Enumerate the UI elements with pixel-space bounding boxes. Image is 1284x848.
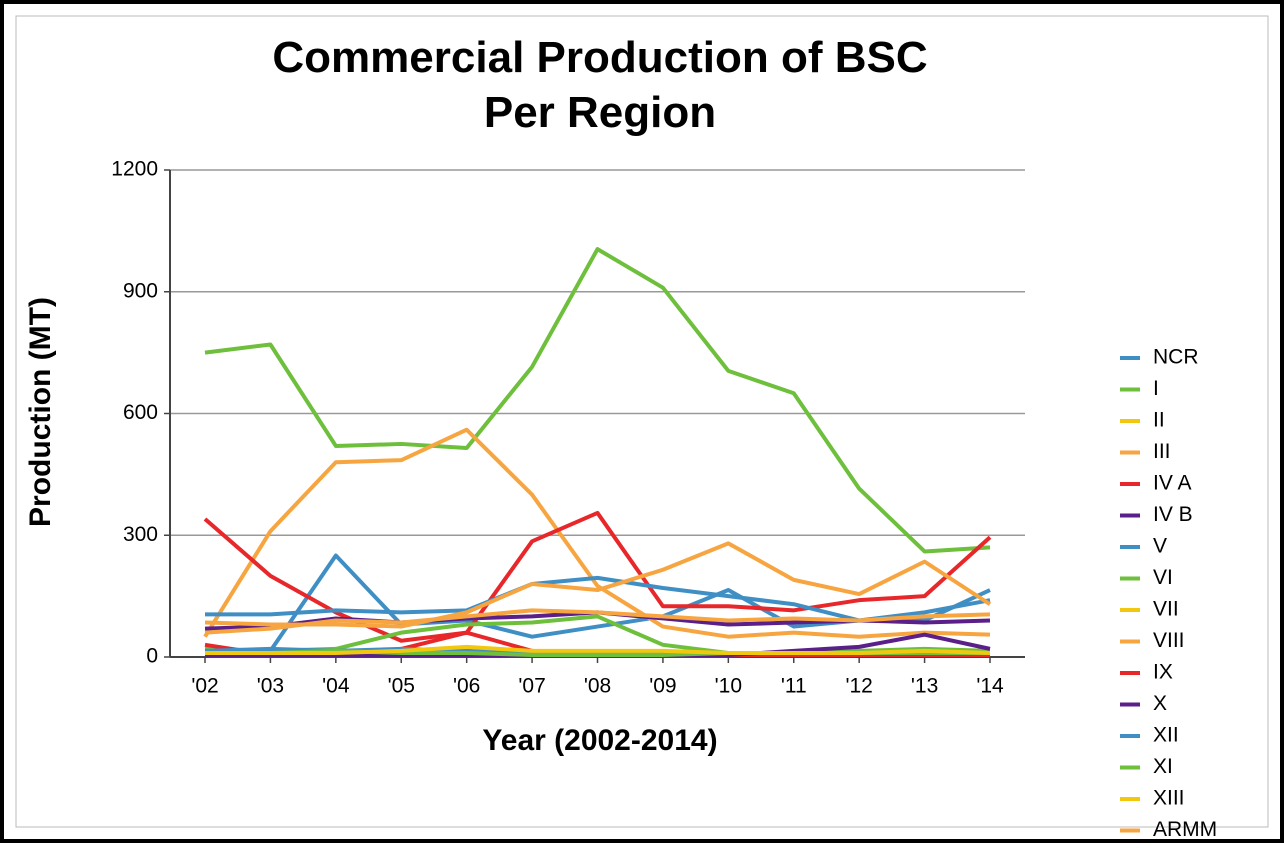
chart-title: Commercial Production of BSC Per Region: [272, 33, 927, 137]
x-tick-label: '03: [257, 675, 284, 698]
x-tick-label: '08: [584, 675, 611, 698]
series-line: [203, 427, 991, 639]
legend-label: VII: [1153, 598, 1179, 621]
y-tick-label: 300: [123, 523, 158, 546]
series-line: [203, 510, 992, 643]
legend-label: XI: [1153, 755, 1173, 778]
y-tick-label: 900: [123, 279, 158, 302]
x-tick-label: '06: [453, 675, 480, 698]
x-tick-label: '13: [911, 675, 938, 698]
legend-label: X: [1153, 692, 1167, 715]
legend-label: XIII: [1153, 787, 1185, 810]
x-tick-label: '09: [649, 675, 676, 698]
legend-label: IV A: [1153, 472, 1192, 495]
series-line: [204, 614, 991, 655]
x-tick-label: '05: [388, 675, 415, 698]
legend-label: XII: [1153, 724, 1179, 747]
y-axis-label: Production (MT): [24, 297, 57, 527]
inner-frame: [15, 15, 1269, 828]
legend-label: III: [1153, 440, 1171, 463]
x-tick-label: '12: [845, 675, 872, 698]
legend-label: II: [1153, 409, 1165, 432]
legend-label: NCR: [1153, 346, 1199, 369]
legend-label: VI: [1153, 566, 1173, 589]
series-line: [204, 247, 991, 554]
y-tick-label: 1200: [111, 158, 158, 181]
legend-label: VIII: [1153, 629, 1185, 652]
x-tick-label: '04: [322, 675, 350, 698]
x-tick-label: '14: [976, 675, 1004, 698]
legend-label: ARMM: [1153, 818, 1217, 841]
x-axis-label: Year (2002-2014): [482, 724, 717, 757]
y-tick-label: 600: [123, 401, 158, 424]
y-tick-label: 0: [146, 645, 158, 668]
x-tick-label: '07: [518, 675, 545, 698]
series-line: [204, 608, 991, 635]
legend-label: I: [1153, 377, 1159, 400]
legend-label: V: [1153, 535, 1167, 558]
legend-label: IX: [1153, 661, 1173, 684]
x-tick-label: '10: [715, 675, 742, 698]
legend-label: IV B: [1153, 503, 1193, 526]
series-line: [204, 541, 992, 629]
x-tick-label: '11: [781, 675, 807, 698]
x-tick-label: '02: [191, 675, 218, 698]
series-line: [205, 644, 991, 655]
